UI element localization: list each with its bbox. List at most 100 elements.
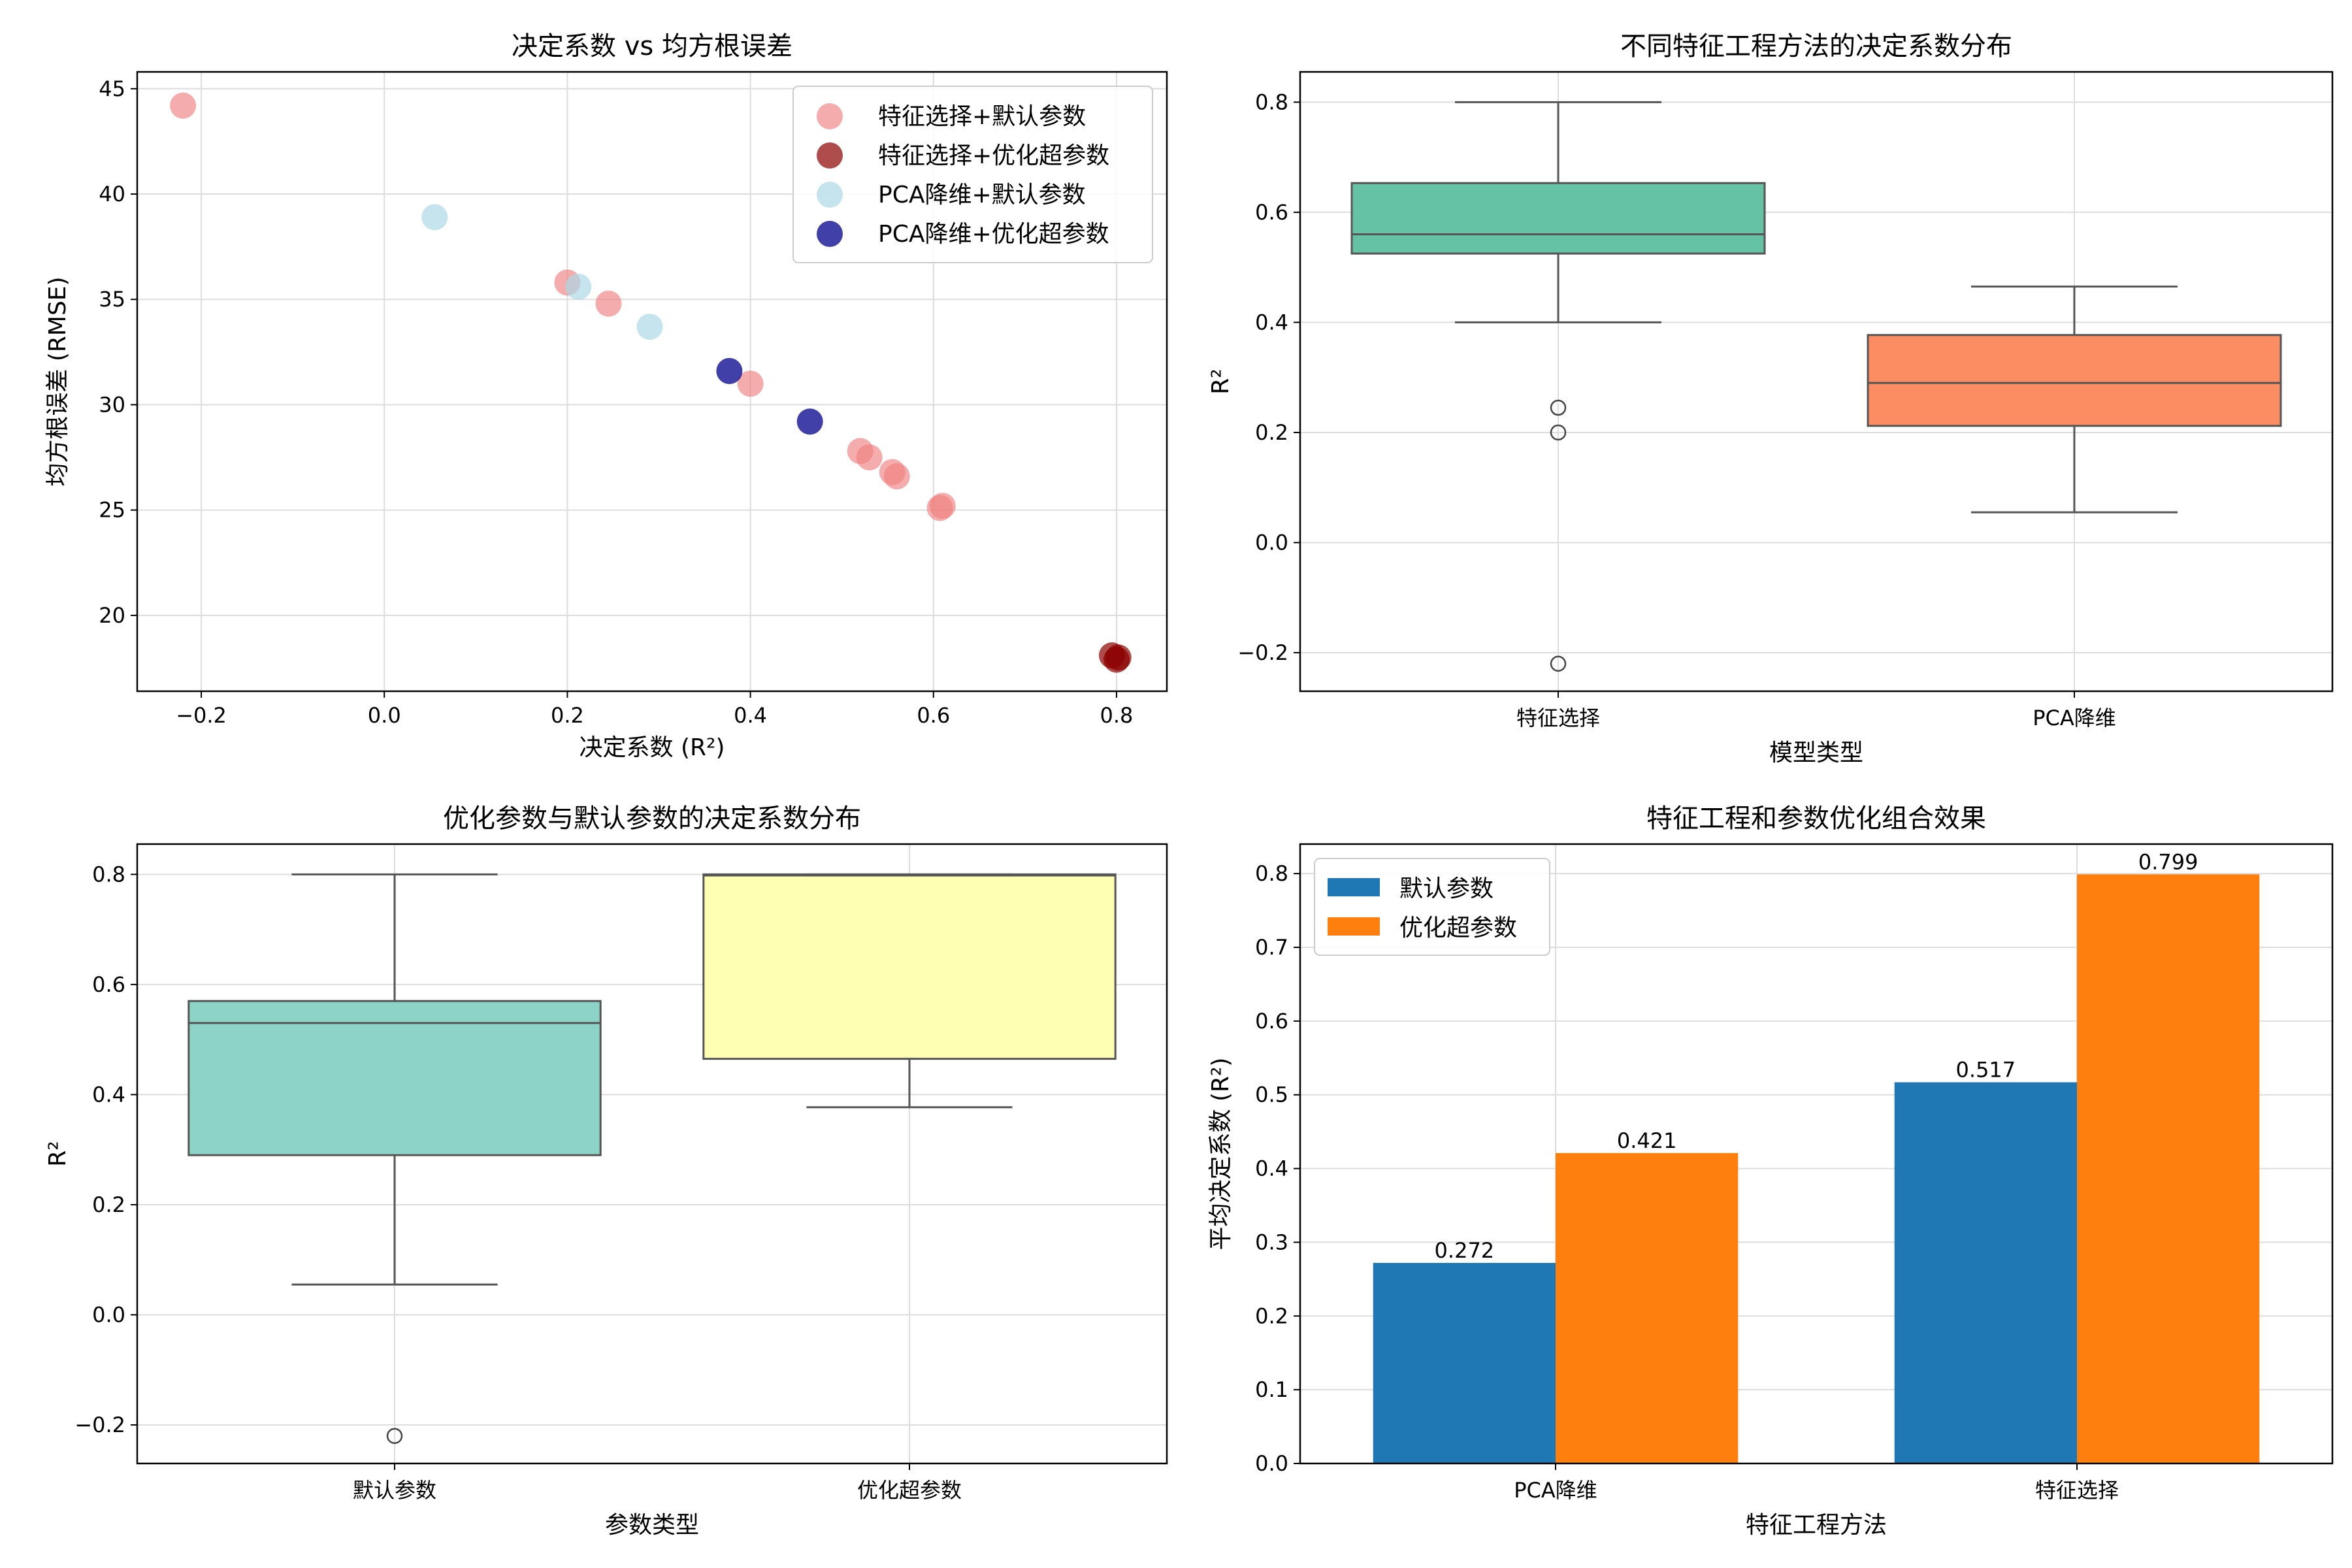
legend-label: 优化超参数 xyxy=(1399,915,1517,941)
y-tick-label: 0.4 xyxy=(1255,310,1288,335)
y-tick-label: 0.6 xyxy=(1255,1009,1288,1034)
box-2 xyxy=(702,873,1117,1109)
outlier-point xyxy=(386,1428,403,1445)
axes-frame xyxy=(1299,843,2334,1465)
x-tick-label: 0.0 xyxy=(368,703,401,728)
x-tick-label: 0.4 xyxy=(734,703,767,728)
y-tick-label: 0.2 xyxy=(1255,420,1288,445)
box-1 xyxy=(1350,101,1766,672)
y-tick-label: 0.2 xyxy=(1255,1303,1288,1328)
y-tick-label: 0.5 xyxy=(1255,1083,1288,1107)
chart-title: 优化参数与默认参数的决定系数分布 xyxy=(443,804,861,834)
y-tick-label: 45 xyxy=(99,76,125,101)
legend-label: PCA降维+默认参数 xyxy=(878,182,1086,208)
scatter-point xyxy=(883,463,910,490)
bar xyxy=(1894,1082,2077,1463)
y-tick-label: 0.2 xyxy=(92,1192,125,1217)
y-tick-label: 25 xyxy=(99,498,125,523)
chart-title: 决定系数 vs 均方根误差 xyxy=(512,31,792,61)
y-tick-label: 0.4 xyxy=(92,1082,125,1107)
scatter-point xyxy=(929,493,956,519)
scatter-point xyxy=(565,273,592,300)
bar xyxy=(1556,1152,1739,1463)
legend-label: 特征选择+默认参数 xyxy=(878,103,1086,130)
legend-marker xyxy=(817,221,843,247)
scatter-point xyxy=(421,204,448,231)
y-tick-label: 40 xyxy=(99,182,125,206)
axes-frame xyxy=(1299,71,2334,693)
outlier-point xyxy=(1550,655,1567,672)
scatter-point xyxy=(636,314,663,340)
legend-frame xyxy=(792,86,1153,263)
y-tick-label: 30 xyxy=(99,392,125,417)
scatter-point xyxy=(595,290,622,317)
x-tick-label: 优化超参数 xyxy=(857,1478,962,1503)
scatter-point xyxy=(796,408,823,435)
axes-frame xyxy=(136,71,1168,693)
x-tick-label: 特征选择 xyxy=(1516,706,1600,730)
box-1 xyxy=(188,873,602,1445)
bar-value-label: 0.517 xyxy=(1956,1058,2016,1083)
y-tick-label: 0.8 xyxy=(1255,90,1288,114)
x-tick-label: 默认参数 xyxy=(353,1478,436,1503)
legend-swatch xyxy=(1328,878,1380,896)
legend-marker xyxy=(817,142,843,169)
bar-value-label: 0.421 xyxy=(1617,1128,1677,1153)
axes-frame xyxy=(136,843,1168,1465)
panel-4: 特征工程和参数优化组合效果 0.0 0.1 0.2 0.3 0.4 0.5 0.6 0.7 0.8… xyxy=(1207,804,2334,1539)
bar xyxy=(1373,1263,1556,1463)
y-tick-label: 0.3 xyxy=(1255,1230,1288,1254)
y-tick-label: 0.6 xyxy=(92,972,125,997)
box-body xyxy=(1867,334,2282,427)
legend-label: PCA降维+优化超参数 xyxy=(878,221,1109,248)
x-tick-label: 特征选择 xyxy=(2035,1478,2119,1503)
x-tick-label: 0.2 xyxy=(551,703,584,728)
y-tick-label: 0.1 xyxy=(1255,1377,1288,1402)
box-body xyxy=(702,873,1117,1060)
legend-marker xyxy=(817,182,843,208)
y-tick-label: 20 xyxy=(99,603,125,628)
scatter-point xyxy=(716,357,743,384)
legend-label: 默认参数 xyxy=(1399,875,1494,902)
panel-3: 优化参数与默认参数的决定系数分布 −0.2 0.0 0.2 0.4 0.6 0.8 R² 默认参… xyxy=(44,804,1168,1539)
scatter-point xyxy=(856,444,883,471)
x-axis-label: 参数类型 xyxy=(605,1512,699,1539)
y-axis-label: R² xyxy=(44,1141,71,1166)
legend-label: 特征选择+优化超参数 xyxy=(878,142,1109,169)
chart-title: 不同特征工程方法的决定系数分布 xyxy=(1620,31,2012,61)
x-tick-label: PCA降维 xyxy=(2033,706,2116,730)
scatter-point xyxy=(737,370,764,397)
legend-swatch xyxy=(1328,917,1380,936)
x-tick-label: PCA降维 xyxy=(1514,1478,1597,1503)
x-tick-label: −0.2 xyxy=(176,703,227,728)
scatter-point xyxy=(1105,644,1132,671)
y-tick-label: −0.2 xyxy=(74,1413,125,1437)
y-axis-label: 平均决定系数 (R²) xyxy=(1207,1058,1234,1250)
x-tick-label: 0.6 xyxy=(917,703,950,728)
outlier-point xyxy=(1550,424,1567,441)
y-tick-label: 0.0 xyxy=(1255,1451,1288,1476)
x-axis-label: 决定系数 (R²) xyxy=(580,734,725,761)
x-axis-label: 模型类型 xyxy=(1769,740,1863,766)
box-body xyxy=(188,1000,602,1156)
outlier-point xyxy=(1550,399,1567,416)
box-2 xyxy=(1867,286,2282,514)
y-tick-label: 0.7 xyxy=(1255,935,1288,960)
y-tick-label: 0.8 xyxy=(92,862,125,887)
panel-2: 不同特征工程方法的决定系数分布 −0.2 0.0 0.2 0.4 0.6 0.8 R² 特征选择… xyxy=(1207,31,2334,766)
x-axis-label: 特征工程方法 xyxy=(1746,1512,1887,1539)
y-tick-label: 35 xyxy=(99,287,125,312)
y-axis-label: R² xyxy=(1207,368,1234,394)
x-tick-label: 0.8 xyxy=(1100,703,1134,728)
y-tick-label: 0.0 xyxy=(92,1302,125,1327)
chart-title: 特征工程和参数优化组合效果 xyxy=(1646,804,1986,834)
box-body xyxy=(1350,182,1766,255)
y-axis-label: 均方根误差 (RMSE) xyxy=(44,276,71,486)
y-tick-label: 0.4 xyxy=(1255,1156,1288,1181)
scatter-point xyxy=(170,92,197,119)
y-tick-label: 0.8 xyxy=(1255,861,1288,886)
bar-value-label: 0.799 xyxy=(2138,849,2198,874)
legend-marker xyxy=(817,103,843,129)
